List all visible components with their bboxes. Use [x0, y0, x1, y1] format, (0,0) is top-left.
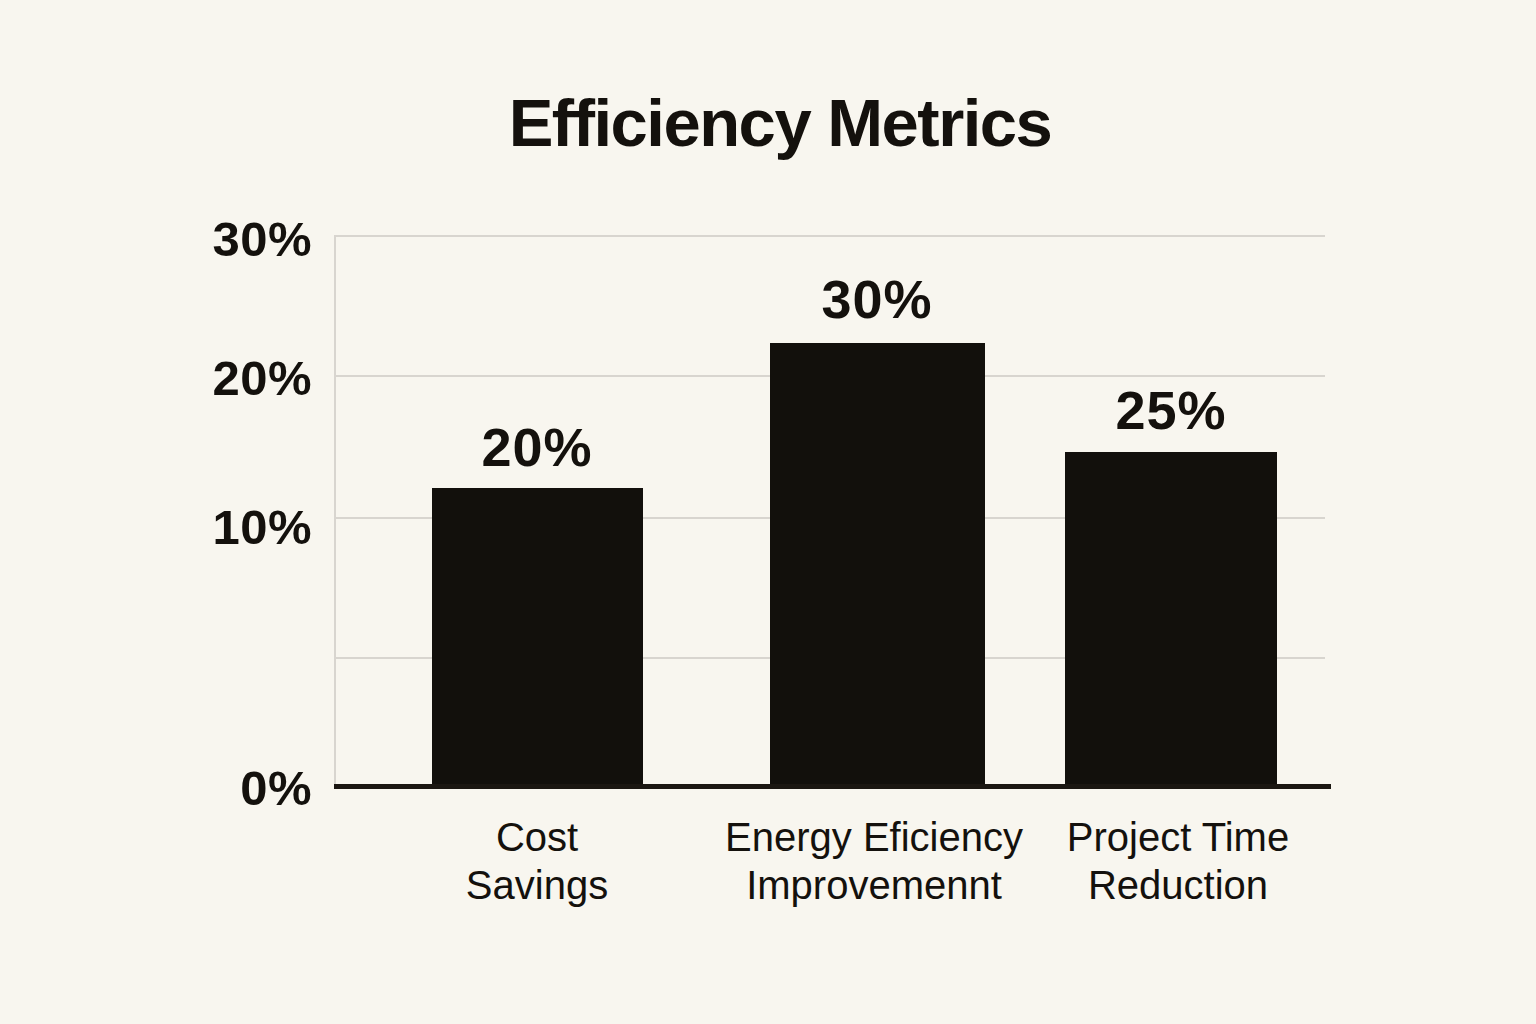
y-tick-label: 10% [137, 503, 312, 552]
bar-energy-eficiency-improvemennt [770, 343, 985, 788]
bar-value-label: 30% [821, 272, 932, 326]
bar-value-label: 20% [481, 420, 592, 474]
x-category-label: Energy Eficiency Improvemennt [725, 813, 1023, 909]
gridline [335, 235, 1325, 237]
x-category-label: Project Time Reduction [1067, 813, 1289, 909]
bar-cost-savings [432, 488, 643, 788]
x-category-label: Cost Savings [466, 813, 608, 909]
y-tick-label: 30% [137, 215, 312, 264]
bar-value-label: 25% [1115, 383, 1226, 437]
y-axis-line [334, 235, 336, 785]
x-axis-line [334, 784, 1331, 789]
chart-title: Efficiency Metrics [509, 84, 1052, 161]
y-tick-label: 20% [137, 354, 312, 403]
bar-project-time-reduction [1065, 452, 1277, 788]
y-tick-label: 0% [137, 764, 312, 813]
